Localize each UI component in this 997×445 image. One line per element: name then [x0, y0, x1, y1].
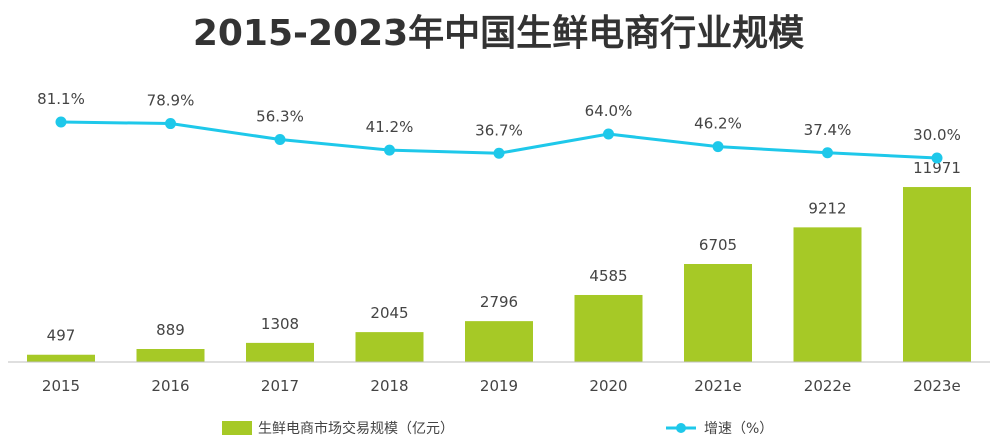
legend: 生鲜电商市场交易规模（亿元） 增速（%）	[222, 420, 773, 437]
growth-label-2016: 78.9%	[147, 92, 195, 110]
bars-group	[27, 187, 971, 362]
growth-label-2023e: 30.0%	[913, 126, 961, 144]
bar-2022e	[793, 227, 862, 362]
growth-point-2018	[384, 144, 395, 156]
bar-2015	[27, 354, 95, 362]
growth-label-2022e: 37.4%	[804, 121, 852, 139]
bar-label-2023e: 11971	[913, 159, 961, 177]
growth-labels-group: 81.1% 78.9% 56.3% 41.2% 36.7% 64.0% 46.2% 37.4%…	[37, 90, 961, 144]
x-tick-2016: 2016	[151, 377, 189, 395]
growth-point-2020	[603, 128, 614, 140]
growth-point-2021e	[712, 141, 724, 153]
growth-label-2017: 56.3%	[256, 107, 304, 125]
bar-label-2017: 1308	[261, 315, 299, 333]
bar-2021e	[684, 264, 752, 362]
bar-2017	[246, 342, 314, 362]
bar-2019	[465, 321, 533, 362]
x-tick-2019: 2019	[480, 377, 518, 395]
x-tick-2018: 2018	[370, 377, 408, 395]
bar-2023e	[903, 187, 971, 362]
growth-point-2015	[55, 116, 67, 128]
x-tick-2021e: 2021e	[694, 377, 741, 395]
growth-point-2019	[493, 147, 505, 159]
legend-label-line: 增速（%）	[704, 421, 773, 437]
legend-label-bar: 生鲜电商市场交易规模（亿元）	[258, 420, 454, 437]
bar-label-2021e: 6705	[699, 236, 737, 254]
bar-label-2018: 2045	[370, 304, 408, 322]
x-tick-labels: 2015 2016 2017 2018 2019 2020 2021e 2022e 2023e	[42, 377, 961, 395]
x-tick-2020: 2020	[589, 377, 627, 395]
growth-label-2018: 41.2%	[366, 118, 414, 136]
x-tick-2022e: 2022e	[804, 377, 851, 395]
x-tick-2023e: 2023e	[913, 377, 960, 395]
growth-point-2016	[165, 118, 176, 130]
growth-point-2023e	[931, 152, 943, 164]
bar-label-2019: 2796	[480, 293, 518, 311]
growth-label-2015: 81.1%	[37, 90, 85, 108]
legend-swatch-marker	[676, 423, 686, 433]
chart-title: 2015-2023年中国生鲜电商行业规模	[192, 13, 805, 54]
growth-point-2017	[274, 133, 286, 145]
bar-label-2016: 889	[156, 321, 185, 339]
bar-labels-group: 497 889 1308 2045 2796 4585 6705 9212 11971	[47, 159, 961, 345]
bar-label-2015: 497	[47, 327, 76, 345]
growth-label-2021e: 46.2%	[694, 115, 742, 133]
growth-line-group	[55, 116, 943, 164]
bar-2018	[355, 332, 424, 362]
growth-point-2022e	[822, 147, 833, 159]
bar-2020	[574, 294, 643, 362]
bar-label-2022e: 9212	[808, 199, 846, 217]
growth-label-2019: 36.7%	[475, 121, 523, 139]
x-tick-2017: 2017	[261, 377, 299, 395]
growth-label-2020: 64.0%	[585, 102, 633, 120]
bar-label-2020: 4585	[589, 267, 627, 285]
bar-2016	[136, 349, 205, 362]
x-tick-2015: 2015	[42, 377, 80, 395]
legend-swatch-bar	[222, 421, 252, 435]
